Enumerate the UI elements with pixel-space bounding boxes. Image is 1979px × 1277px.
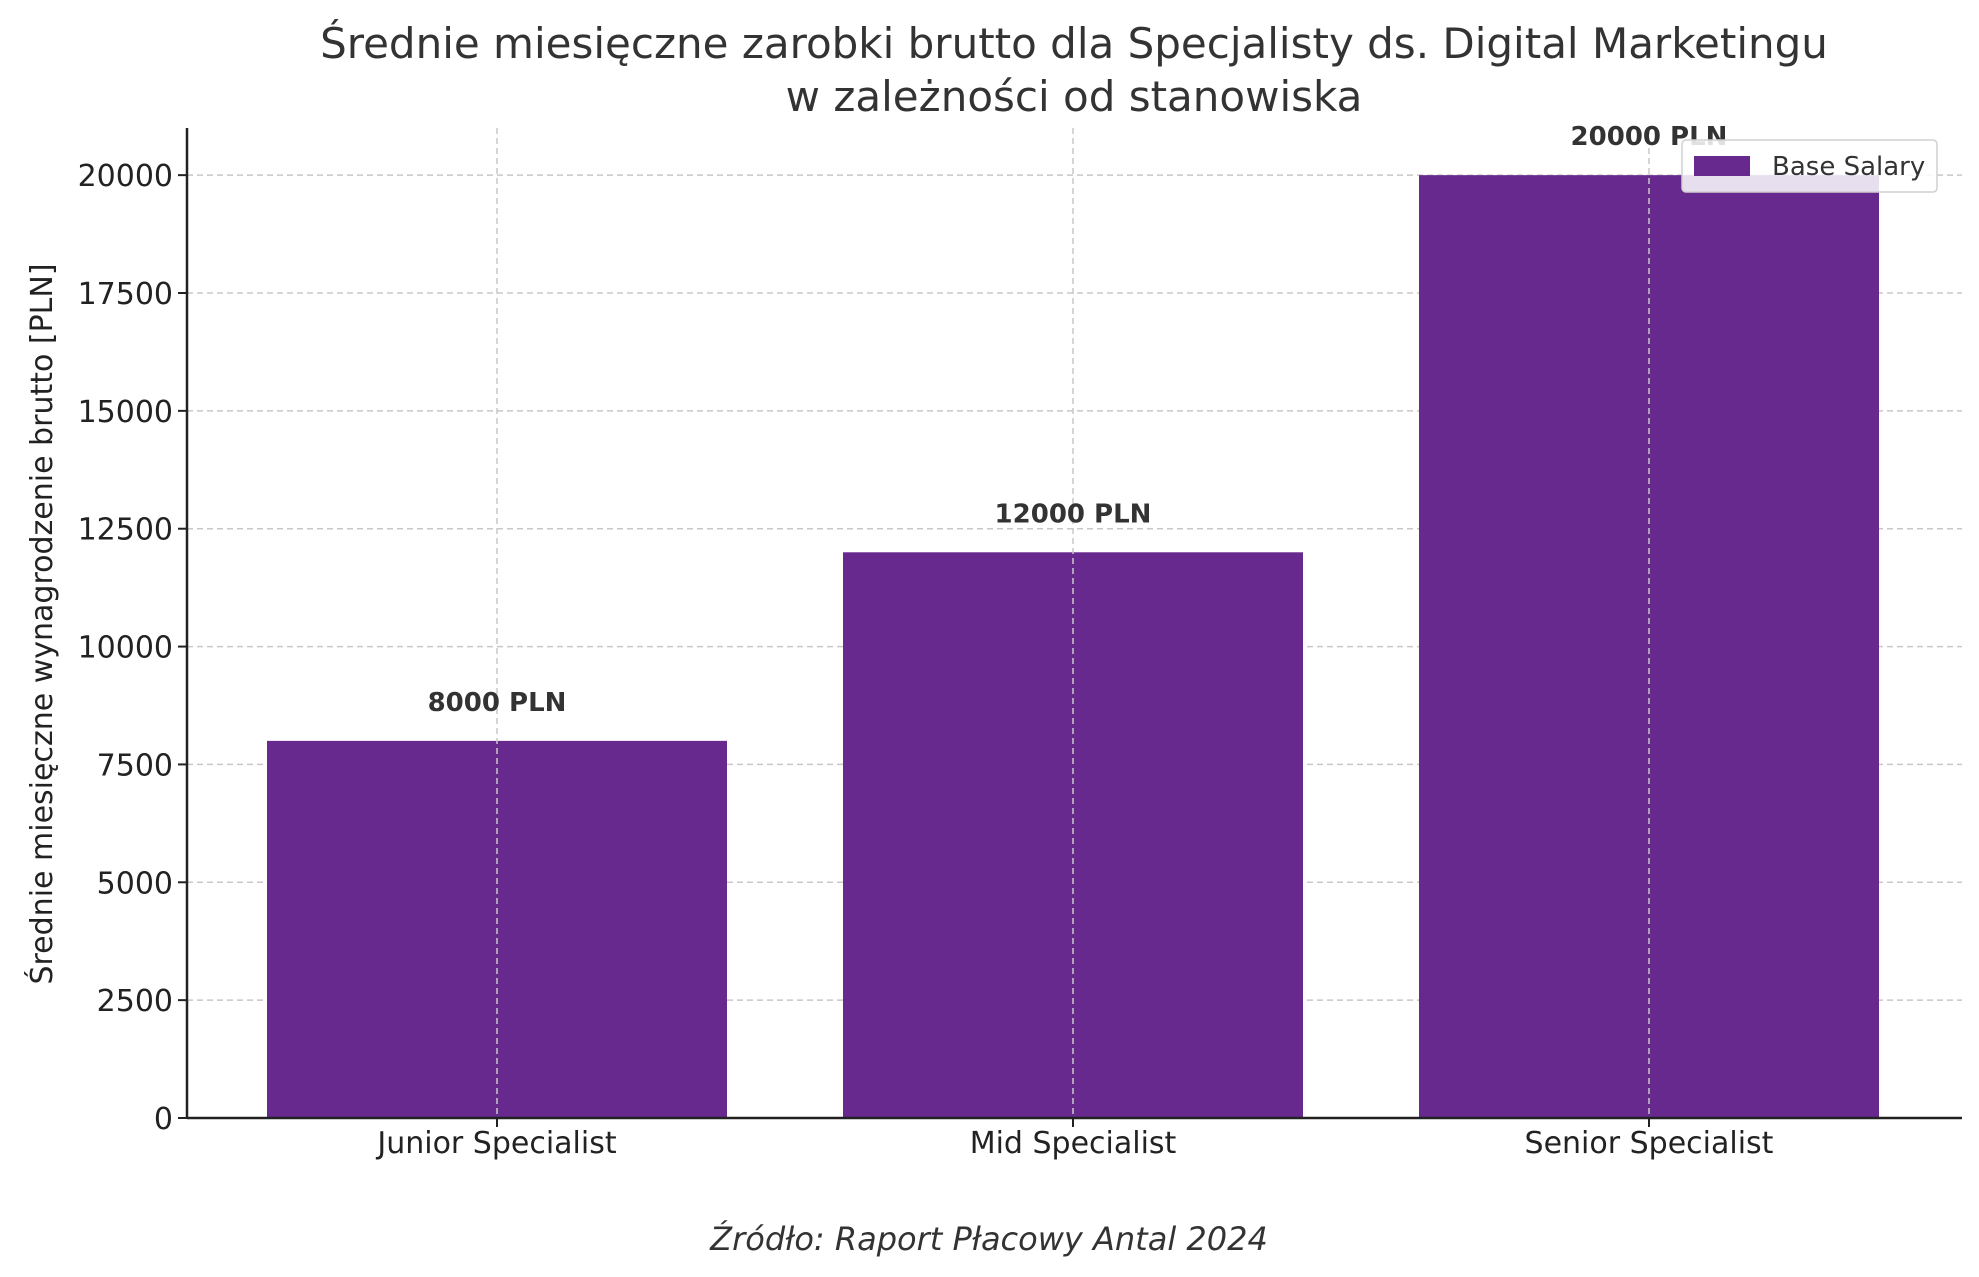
bar [1419, 175, 1879, 1119]
legend-frame [1681, 139, 1938, 193]
y-tick-label: 20000 [78, 159, 173, 194]
y-tick-label: 10000 [78, 631, 173, 666]
y-tick-label: 17500 [78, 277, 173, 312]
y-tick-label: 0 [154, 1102, 173, 1137]
y-tick-label: 15000 [78, 395, 173, 430]
legend-swatch-base-salary [1694, 156, 1750, 176]
y-tick-label: 12500 [78, 513, 173, 548]
y-axis-label: Średnie miesięczne wynagrodzenie brutto … [23, 263, 60, 984]
legend: Base Salary [1681, 139, 1938, 193]
bar-data-label: 12000 PLN [995, 499, 1152, 529]
legend-label-base-salary: Base Salary [1772, 152, 1925, 182]
y-tick-label: 7500 [97, 748, 173, 783]
x-tick-label: Junior Specialist [375, 1126, 616, 1161]
chart-title-line-2: w zależności od stanowiska [786, 72, 1363, 121]
y-tick-label: 2500 [97, 984, 173, 1019]
x-tick-label: Senior Specialist [1525, 1126, 1774, 1161]
source-note: Źródło: Raport Płacowy Antal 2024 [709, 1220, 1268, 1258]
chart-title-line-1: Średnie miesięczne zarobki brutto dla Sp… [320, 18, 1828, 68]
x-tick-label: Mid Specialist [970, 1126, 1177, 1161]
bar-data-label: 8000 PLN [428, 688, 567, 718]
y-tick-label: 5000 [97, 866, 173, 901]
labels-layer: 0 2500 5000 7500 10000 12500 15000 17500 20000 Ju… [78, 122, 1774, 1161]
bars-layer [267, 128, 1879, 1119]
axes-layer [178, 128, 1962, 1127]
